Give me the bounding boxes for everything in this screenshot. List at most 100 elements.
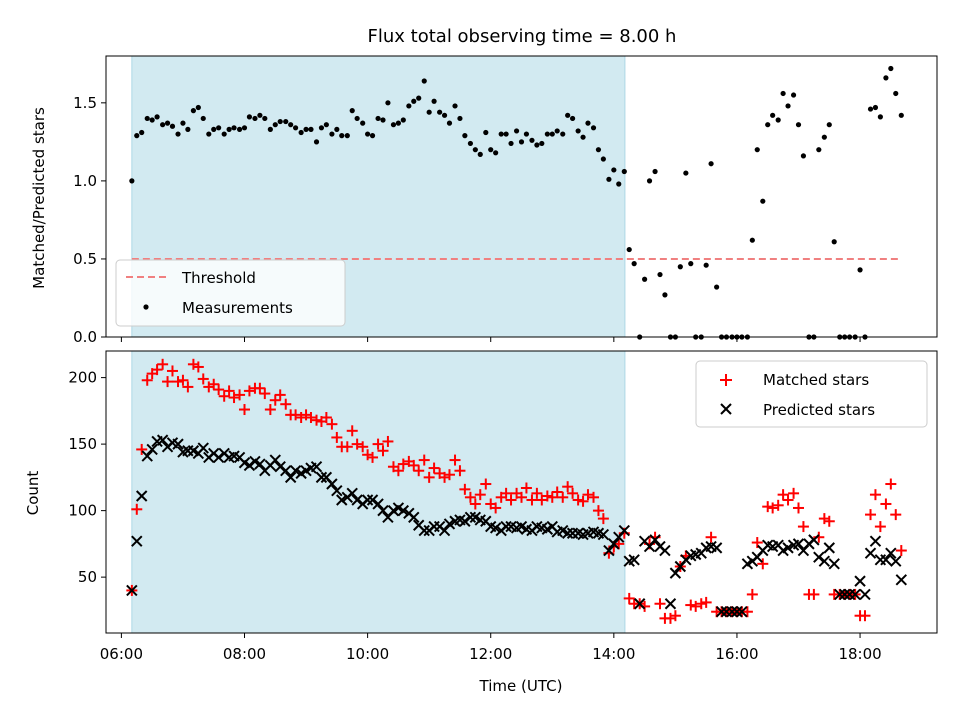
- measurement-point: [160, 122, 166, 128]
- measurement-point: [867, 106, 874, 112]
- matched-point: [151, 364, 163, 376]
- measurement-point: [313, 139, 320, 145]
- matched-point: [234, 389, 246, 401]
- matched-point: [741, 606, 753, 618]
- measurement-point: [395, 120, 401, 126]
- matched-point: [300, 409, 312, 421]
- predicted-point: [792, 538, 805, 550]
- measurement-point: [246, 114, 253, 120]
- matched-point: [351, 438, 363, 450]
- predicted-point: [813, 551, 825, 563]
- top-axes-frame: [105, 55, 938, 338]
- measurement-point: [195, 104, 201, 111]
- bottom-y-tick-label: 150: [68, 435, 97, 453]
- measurement-point: [231, 125, 237, 131]
- matched-point: [182, 381, 194, 393]
- measurement-point: [169, 123, 176, 129]
- matched-point: [136, 443, 148, 455]
- measurement-point: [590, 125, 597, 131]
- matched-point: [362, 449, 374, 461]
- matched-point: [305, 412, 317, 424]
- matched-point: [264, 404, 276, 416]
- measurement-point: [683, 170, 689, 176]
- measurement-point: [513, 128, 520, 134]
- predicted-point: [438, 524, 451, 537]
- predicted-point: [397, 504, 410, 517]
- predicted-point: [284, 471, 297, 484]
- matched-point: [157, 358, 169, 370]
- top-legend-box: [115, 259, 346, 327]
- matched-point: [490, 502, 502, 514]
- measurement-point: [416, 95, 422, 101]
- measurement-point: [211, 126, 217, 132]
- matched-point: [793, 502, 804, 514]
- matched-point: [367, 451, 379, 463]
- measurement-point: [677, 264, 683, 270]
- measurement-point: [477, 151, 483, 157]
- matched-point: [746, 588, 758, 600]
- measurement-point: [252, 115, 258, 122]
- measurement-point: [621, 168, 627, 175]
- measurement-point: [236, 126, 243, 132]
- measurement-point: [631, 261, 637, 267]
- measurement-point: [503, 131, 509, 137]
- matched-point: [341, 441, 353, 453]
- predicted-point: [669, 567, 682, 579]
- predicted-point: [608, 538, 620, 550]
- bottom-legend-box: [695, 360, 928, 428]
- predicted-point: [500, 520, 512, 533]
- measurement-point: [821, 134, 827, 140]
- top-y-tick-label: 1.5: [73, 94, 97, 112]
- matched-point: [208, 378, 220, 390]
- measurement-point: [549, 131, 555, 137]
- predicted-point: [895, 574, 908, 586]
- measurement-point: [544, 131, 550, 137]
- matched-point: [213, 384, 225, 396]
- matched-point: [192, 361, 204, 373]
- measurement-point: [795, 122, 802, 128]
- measurement-point: [164, 120, 171, 126]
- matched-point: [464, 491, 476, 503]
- matched-point: [372, 438, 384, 450]
- measurement-point: [200, 115, 206, 122]
- measurement-point: [344, 133, 350, 139]
- measurement-point: [518, 139, 525, 145]
- measurement-point: [575, 128, 581, 134]
- predicted-point: [782, 542, 794, 554]
- measurement-point: [206, 131, 212, 137]
- measurement-point: [749, 237, 755, 243]
- predicted-point: [834, 588, 846, 601]
- measurement-point: [180, 120, 186, 126]
- predicted-point: [838, 588, 851, 601]
- predicted-point: [726, 606, 738, 618]
- measurement-point: [816, 147, 822, 153]
- predicted-point: [269, 454, 281, 466]
- measurement-point: [462, 133, 468, 139]
- x-tick-label: 08:00: [223, 645, 266, 663]
- matched-point: [695, 598, 707, 610]
- top-x-axis-ticks: [120, 337, 861, 342]
- predicted-point: [274, 461, 286, 473]
- matched-point: [500, 487, 512, 499]
- measurement-point: [334, 126, 340, 132]
- matched-point: [290, 409, 302, 421]
- matched-point: [700, 596, 712, 608]
- measurement-point: [365, 131, 371, 137]
- bottom-panel: 50 100 150 200 06:00 08:00 10:00 12:00 14:00 16:…: [24, 350, 938, 695]
- measurement-point: [857, 267, 863, 273]
- matched-point: [690, 600, 702, 612]
- measurement-point: [708, 161, 714, 167]
- measurement-point: [400, 117, 406, 123]
- measurement-point: [441, 112, 448, 118]
- matched-point: [408, 459, 420, 471]
- x-tick-label: 18:00: [838, 645, 881, 663]
- predicted-point: [135, 490, 148, 502]
- matched-point: [823, 515, 835, 527]
- matched-point: [382, 435, 394, 447]
- top-y-axis-label: Matched/Predicted stars: [30, 107, 48, 289]
- matched-point: [357, 441, 369, 453]
- measurement-point: [642, 276, 648, 282]
- predicted-point: [854, 575, 866, 587]
- matched-point: [869, 489, 881, 501]
- measurement-point: [349, 108, 355, 114]
